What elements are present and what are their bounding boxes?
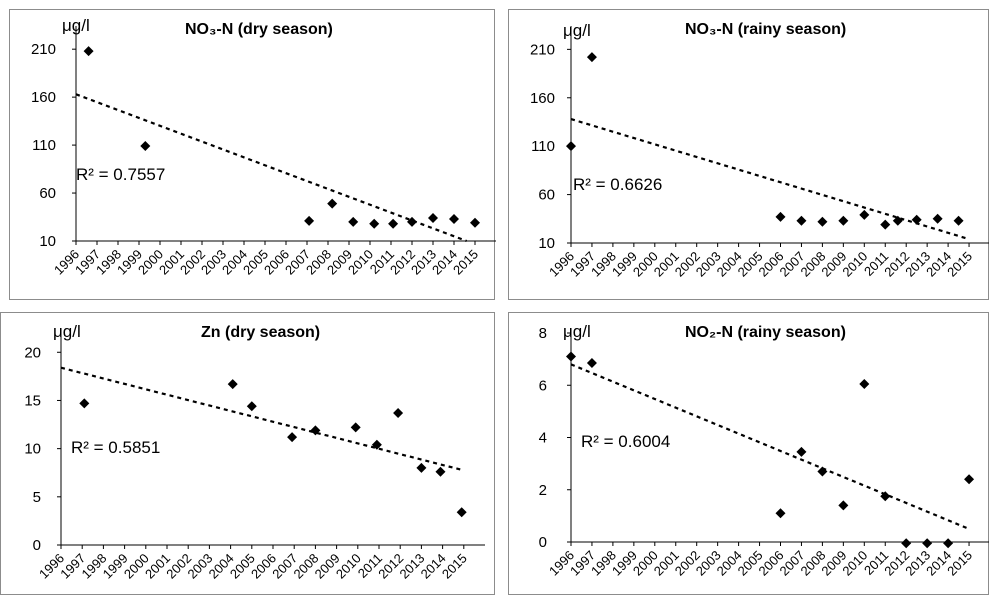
data-point <box>566 141 576 152</box>
y-tick-label: 110 <box>32 137 56 154</box>
data-point <box>327 198 338 209</box>
data-point <box>449 213 459 224</box>
data-point <box>901 538 912 549</box>
chart-title: NO₃-N (dry season) <box>185 21 333 38</box>
data-point <box>304 215 315 226</box>
data-point <box>796 446 807 457</box>
r-squared-label: R² = 0.5851 <box>71 438 160 457</box>
unit-label: μg/l <box>563 21 591 40</box>
trend-line <box>60 366 462 471</box>
data-point <box>83 46 94 57</box>
data-point <box>79 398 90 409</box>
y-tick-label: 10 <box>538 235 555 252</box>
data-point <box>586 52 597 63</box>
data-point <box>393 407 404 418</box>
data-point <box>880 491 891 502</box>
r-squared-label: R² = 0.6004 <box>581 432 670 451</box>
data-point <box>964 474 975 485</box>
y-tick-label: 210 <box>530 41 555 58</box>
data-point <box>287 432 298 443</box>
y-tick-label: 2 <box>539 482 547 499</box>
y-tick-label: 10 <box>39 233 56 250</box>
y-tick-label: 60 <box>39 185 56 202</box>
data-point <box>817 466 828 477</box>
data-point <box>775 211 786 222</box>
y-tick-label: 10 <box>24 441 41 458</box>
y-tick-label: 8 <box>539 325 547 342</box>
chart-panel-no2-rainy: NO₂-N (rainy season) μg/l R² = 0.6004 0 2… <box>508 312 989 595</box>
unit-label: μg/l <box>563 322 591 341</box>
data-point <box>838 215 849 226</box>
data-point <box>416 462 427 473</box>
chart-panel-zn-dry: Zn (dry season) μg/l R² = 0.5851 0 5 10 15 2… <box>0 312 495 595</box>
data-point <box>953 215 964 226</box>
x-tick-label: 2015 <box>439 551 470 582</box>
y-tick-label: 15 <box>24 392 41 409</box>
data-point <box>586 358 597 369</box>
data-point <box>227 379 238 390</box>
r-squared-label: R² = 0.7557 <box>76 165 165 184</box>
data-point <box>932 213 943 224</box>
data-point <box>880 219 891 230</box>
y-tick-label: 0 <box>539 534 547 551</box>
data-point <box>892 215 903 226</box>
data-point <box>246 401 257 412</box>
x-tick-label: 2015 <box>944 548 975 579</box>
chart-panel-no3-dry: NO₃-N (dry season) μg/l R² = 0.7557 10 60… <box>9 9 496 300</box>
chart-title: NO₂-N (rainy season) <box>685 324 846 341</box>
chart-panel-no3-rainy: NO₃-N (rainy season) μg/l R² = 0.6626 10… <box>508 9 989 300</box>
y-tick-label: 20 <box>24 344 41 361</box>
y-tick-label: 6 <box>539 377 547 394</box>
chart-title: Zn (dry season) <box>201 324 320 341</box>
data-point <box>428 212 438 223</box>
data-point <box>435 466 446 477</box>
data-point <box>140 141 151 152</box>
trend-line <box>570 118 970 241</box>
data-point <box>796 215 807 226</box>
data-point <box>859 378 870 389</box>
chart-no3-dry: NO₃-N (dry season) μg/l R² = 0.7557 10 60… <box>31 16 496 278</box>
y-tick-label: 0 <box>33 537 41 554</box>
unit-label: μg/l <box>53 322 81 341</box>
data-point <box>817 216 828 227</box>
data-point <box>911 214 922 225</box>
y-tick-label: 5 <box>33 489 41 506</box>
data-point <box>348 216 359 227</box>
data-point <box>369 218 380 229</box>
data-point <box>859 209 870 220</box>
y-tick-label: 160 <box>31 89 56 106</box>
data-point <box>838 500 849 511</box>
data-point <box>310 425 321 436</box>
chart-zn-dry: Zn (dry season) μg/l R² = 0.5851 0 5 10 15 2… <box>24 322 485 582</box>
data-point <box>350 422 361 433</box>
data-point <box>922 538 933 549</box>
x-tick-label: 2015 <box>450 247 481 278</box>
data-point <box>943 538 954 549</box>
y-tick-label: 160 <box>530 90 555 107</box>
x-tick-label: 2015 <box>944 249 975 280</box>
chart-no3-rainy: NO₃-N (rainy season) μg/l R² = 0.6626 10… <box>530 21 989 280</box>
r-squared-label: R² = 0.6626 <box>573 175 662 194</box>
data-point <box>456 507 467 518</box>
chart-title: NO₃-N (rainy season) <box>685 21 846 38</box>
y-tick-label: 60 <box>538 187 555 204</box>
trend-line <box>75 93 467 243</box>
unit-label: μg/l <box>62 16 90 35</box>
y-tick-label: 210 <box>31 41 56 58</box>
y-tick-label: 110 <box>531 138 555 155</box>
data-point <box>388 218 399 229</box>
data-point <box>407 216 417 227</box>
chart-no2-rainy: NO₂-N (rainy season) μg/l R² = 0.6004 0 2… <box>539 322 989 579</box>
data-point <box>566 351 576 362</box>
data-point <box>775 508 786 519</box>
y-tick-label: 4 <box>539 430 547 447</box>
data-point <box>470 217 480 228</box>
data-point <box>371 439 382 450</box>
